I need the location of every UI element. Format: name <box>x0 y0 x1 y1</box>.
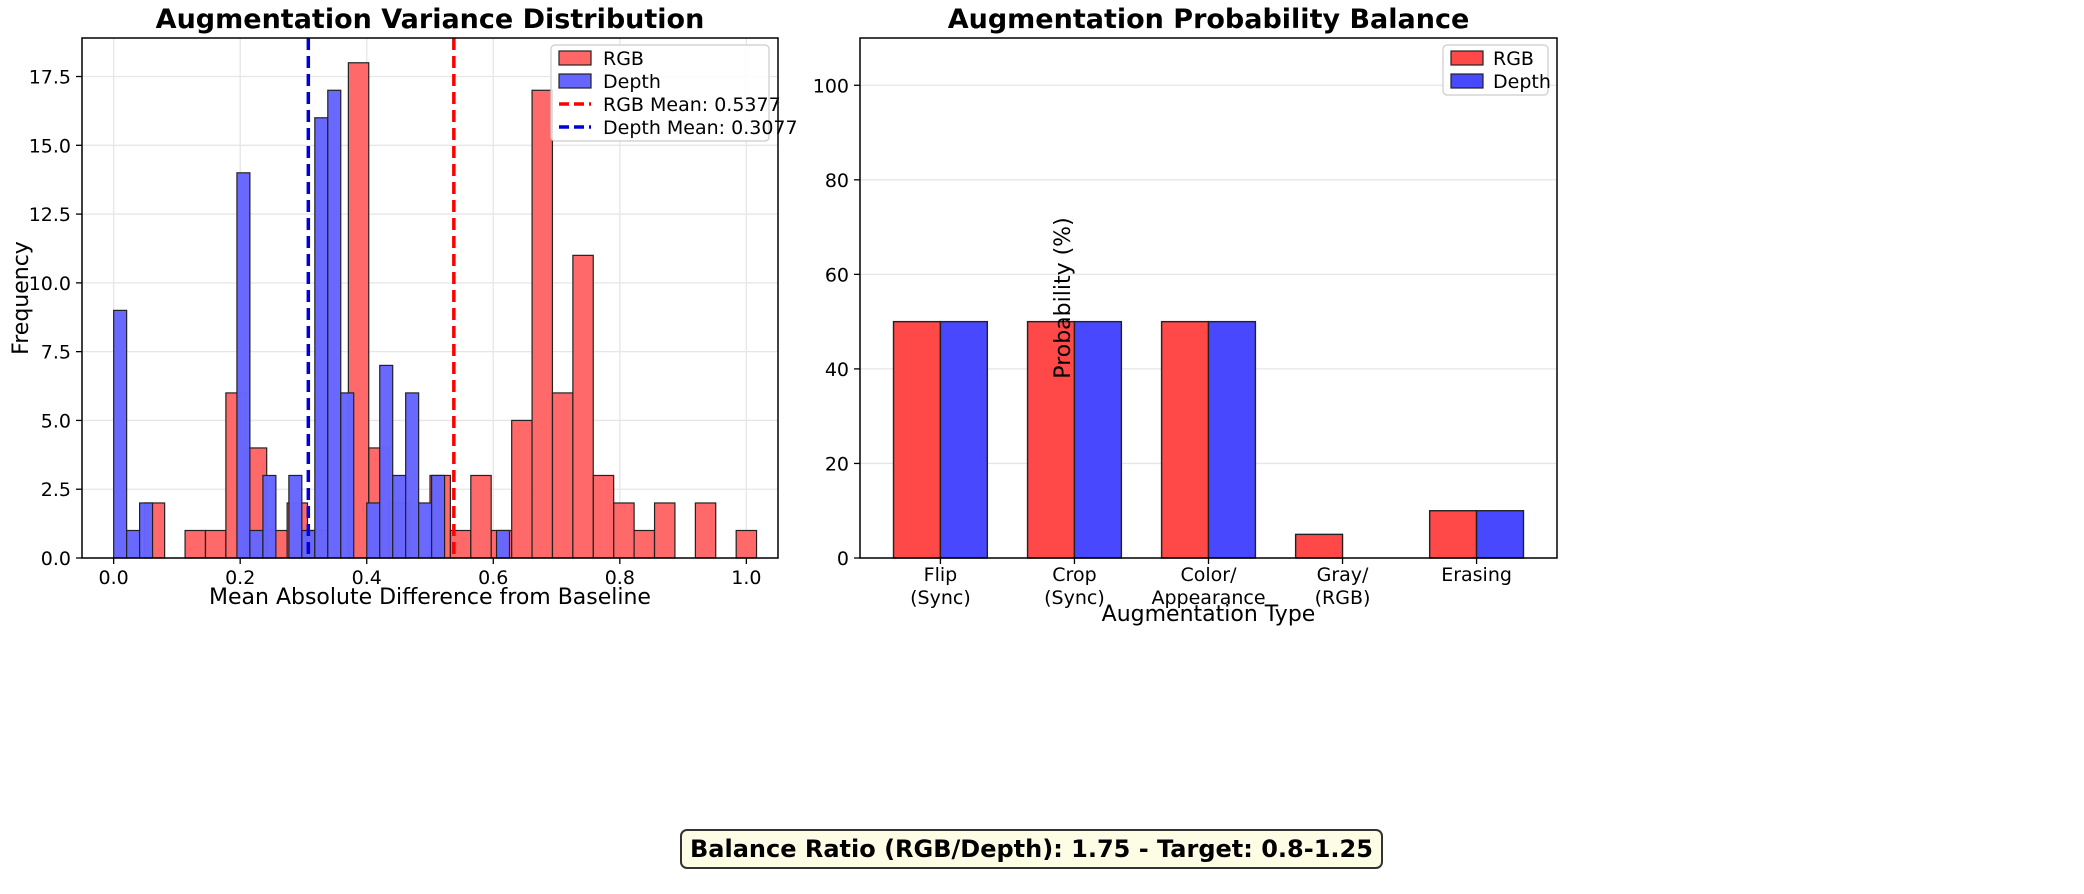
y-tick-label: 7.5 <box>41 342 71 364</box>
hist-bar-rgb <box>653 502 676 559</box>
hist-bar-rgb <box>592 474 615 559</box>
hist-bar-depth <box>366 502 381 559</box>
y-tick-label: 2.5 <box>41 479 71 501</box>
y-tick-label: 0 <box>837 548 849 570</box>
legend-box <box>550 44 770 142</box>
hist-bar-depth <box>327 89 342 559</box>
hist-bar-depth <box>314 117 329 559</box>
hist-bar-rgb <box>613 502 635 559</box>
hist-bar-depth <box>126 529 141 559</box>
y-tick-label: 10.0 <box>29 273 71 295</box>
legend-swatch <box>558 50 592 66</box>
hist-bar-rgb <box>572 254 594 559</box>
legend-label: Depth <box>1493 71 1551 93</box>
x-tick-label: 0.0 <box>99 567 129 589</box>
plot-frame <box>81 37 779 559</box>
hist-bar-depth <box>139 502 154 559</box>
y-tick-label: 80 <box>825 170 849 192</box>
x-axis-label: Mean Absolute Difference from Baseline <box>209 585 651 610</box>
y-tick-label: 40 <box>825 359 849 381</box>
hist-bar-rgb <box>511 419 533 559</box>
bar-rgb <box>1294 533 1344 559</box>
x-tick-label: 0.8 <box>605 567 635 589</box>
y-tick-label: 15.0 <box>29 135 71 157</box>
x-axis-label: Augmentation Type <box>1102 602 1316 627</box>
hist-bar-depth <box>379 364 394 559</box>
y-tick-label: 60 <box>825 264 849 286</box>
hist-bar-depth <box>288 474 303 559</box>
hist-bar-depth <box>249 529 264 559</box>
y-tick-label: 5.0 <box>41 410 71 432</box>
bar-rgb <box>1160 320 1210 559</box>
x-tick-label: 0.2 <box>225 567 255 589</box>
y-tick-label: 0.0 <box>41 548 71 570</box>
bar-depth <box>1207 320 1257 559</box>
legend-swatch <box>558 73 592 89</box>
hist-bar-rgb <box>531 89 554 559</box>
hist-bar-depth <box>340 392 355 559</box>
y-tick-label: 17.5 <box>29 67 71 89</box>
y-axis-label: Frequency <box>9 241 34 355</box>
balance-ratio-box: Balance Ratio (RGB/Depth): 1.75 - Target… <box>680 829 1383 869</box>
y-tick-label: 12.5 <box>29 204 71 226</box>
hist-bar-rgb <box>694 502 717 559</box>
hist-bar-depth <box>495 529 511 559</box>
x-tick-label: 1.0 <box>731 567 761 589</box>
chart-title: Augmentation Variance Distribution <box>156 4 705 35</box>
chart-title: Augmentation Probability Balance <box>948 4 1470 35</box>
x-tick-label: 0.6 <box>478 567 508 589</box>
legend-label: Depth <box>603 71 661 93</box>
bar-depth <box>1073 320 1123 559</box>
legend-swatch <box>1450 73 1484 89</box>
bar-rgb <box>1428 510 1478 559</box>
y-tick-label: 20 <box>825 453 849 475</box>
bar-depth <box>1475 510 1525 559</box>
hist-bar-rgb <box>204 529 227 559</box>
x-tick-label: Crop (Sync) <box>1044 564 1105 609</box>
hist-bar-depth <box>431 474 446 559</box>
bar-rgb <box>892 320 942 559</box>
y-axis-label: Probability (%) <box>1051 217 1076 378</box>
x-tick-label: 0.4 <box>352 567 382 589</box>
hist-bar-depth <box>392 474 407 559</box>
x-tick-label: Color/Appearance <box>1151 564 1265 609</box>
hist-bar-rgb <box>184 529 207 559</box>
legend-swatch <box>1450 50 1484 66</box>
legend-label: RGB <box>603 48 644 70</box>
hist-bar-depth <box>262 474 277 559</box>
legend-label: RGB Mean: 0.5377 <box>603 94 781 116</box>
bar-chart: Flip (Sync) Crop (Sync) Color/Appearance Gray… <box>813 4 1558 627</box>
hist-bar-depth <box>113 309 128 559</box>
histogram-chart: 0.0 0.2 0.4 0.6 0.8 1.0 0.0 2.5 5.0 7.5 10.0 12.5 15… <box>9 4 798 610</box>
bar-depth <box>939 320 989 559</box>
bar-rgb <box>1026 320 1076 559</box>
hist-bar-rgb <box>735 529 758 559</box>
x-tick-label: Gray/(RGB) <box>1315 564 1371 609</box>
legend-label: RGB <box>1493 48 1534 70</box>
y-tick-label: 100 <box>813 75 849 97</box>
legend-label: Depth Mean: 0.3077 <box>603 117 798 139</box>
hist-bar-depth <box>418 502 433 559</box>
hist-bar-rgb <box>633 529 656 559</box>
hist-bar-depth <box>405 392 420 559</box>
x-tick-label: Flip (Sync) <box>910 564 971 609</box>
hist-bar-depth <box>236 172 251 559</box>
x-tick-label: Erasing <box>1441 564 1512 586</box>
hist-bar-rgb <box>551 392 574 559</box>
hist-bar-rgb <box>470 474 492 559</box>
